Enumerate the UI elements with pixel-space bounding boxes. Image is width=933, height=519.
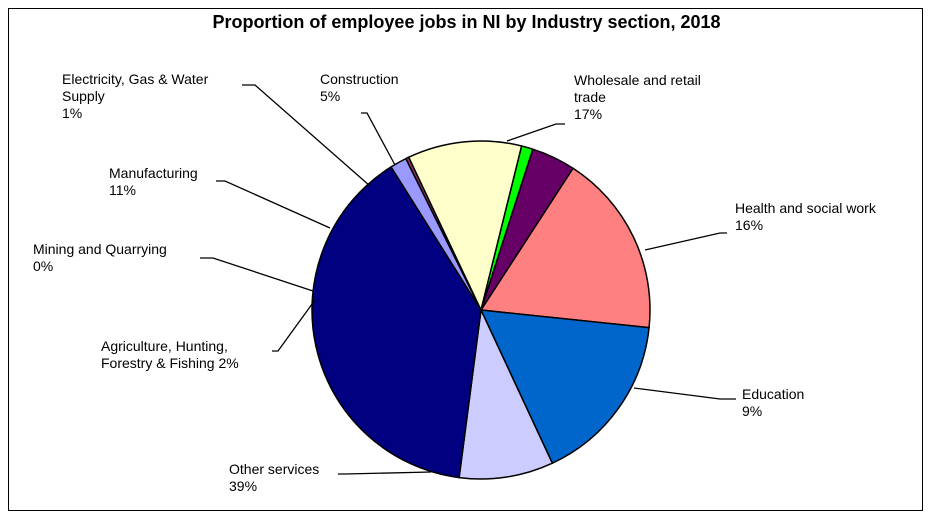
leader-line xyxy=(506,123,565,142)
slice-label: Manufacturing 11% xyxy=(109,165,198,198)
leader-line xyxy=(200,257,314,292)
pie-slice-health-and-social-work xyxy=(480,309,650,464)
pie-slice-construction xyxy=(480,148,574,311)
slice-label: Wholesale and retail trade 17% xyxy=(574,72,701,122)
slice-label: Mining and Quarrying 0% xyxy=(33,241,167,274)
slice-label: Electricity, Gas & Water Supply 1% xyxy=(62,71,209,121)
leader-line xyxy=(633,387,736,400)
slice-label: Education 9% xyxy=(742,386,804,419)
leader-line xyxy=(242,84,371,187)
pie-slice-manufacturing xyxy=(407,140,523,311)
pie-slice-education xyxy=(458,309,554,480)
leader-line xyxy=(361,112,396,166)
leader-line xyxy=(272,299,316,352)
pie-slice-wholesale-and-retail-trade xyxy=(480,167,651,329)
slice-label: Other services 39% xyxy=(229,461,319,494)
slice-label: Agriculture, Hunting, Forestry & Fishing … xyxy=(101,338,239,371)
leader-line xyxy=(216,180,331,229)
slice-label: Health and social work 16% xyxy=(735,200,877,233)
leader-line xyxy=(644,232,727,251)
slice-label: Construction 5% xyxy=(320,71,399,104)
pie-slice-other-services xyxy=(311,166,482,479)
chart-title: Proportion of employee jobs in NI by Ind… xyxy=(212,12,721,32)
leader-line xyxy=(338,471,432,475)
